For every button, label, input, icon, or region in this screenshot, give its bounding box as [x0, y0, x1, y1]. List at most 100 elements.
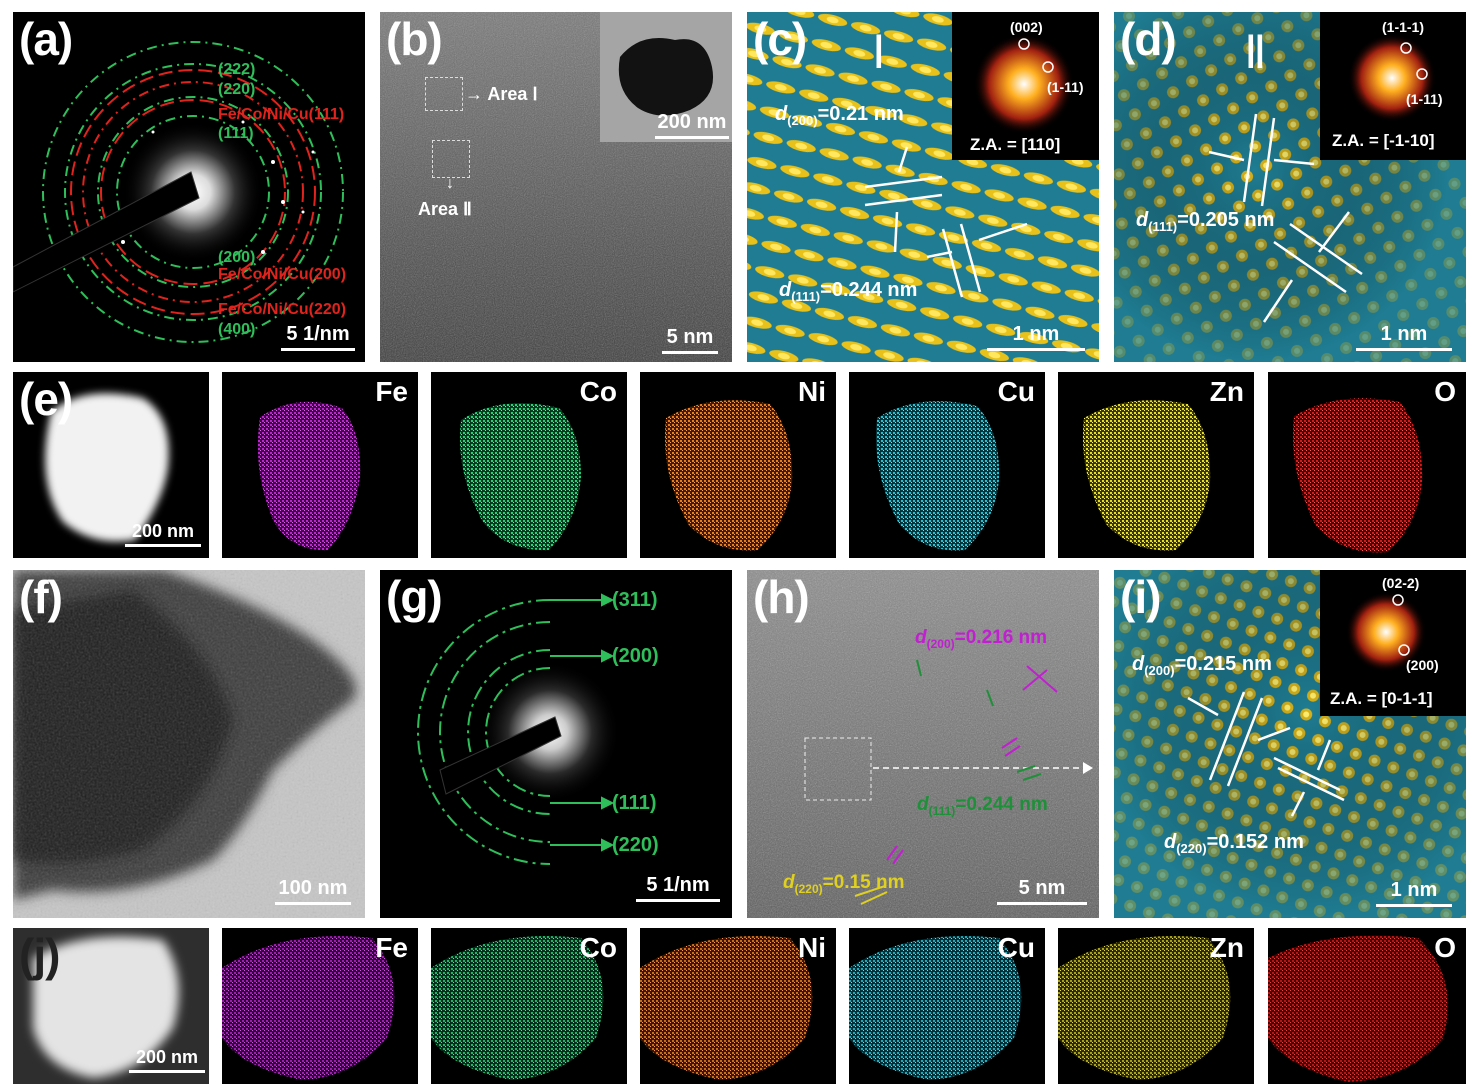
eds-co-e-image [459, 403, 581, 551]
ring-label-g-111: (111) [612, 792, 657, 814]
panel-label-b: (b) [386, 13, 443, 65]
roman-numeral-d: Ⅱ [1244, 27, 1267, 78]
element-label-e-fe: Fe [375, 376, 408, 407]
eds-o-j-image [1268, 935, 1448, 1082]
d111-h-val: =0.244 nm [955, 794, 1048, 815]
scale-bar-b-inset-label: 200 nm [657, 111, 727, 133]
scale-bar-j-label: 200 nm [135, 1047, 199, 1067]
scale-bar-d-label: 1 nm [1380, 323, 1428, 345]
d200-h-sub: (200) [926, 636, 955, 651]
scale-bar-g-line [636, 899, 720, 902]
panel-g-saed: (g) (311) (200) (111) (220) 5 1/nm [380, 570, 732, 918]
d200-c-d: d [775, 103, 788, 125]
ring-label-fe-200: Fe/Co/Ni/Cu(200) [218, 266, 347, 283]
scale-bar-d-line [1356, 348, 1452, 351]
scale-bar-g-label: 5 1/nm [646, 874, 710, 896]
scale-bar-j-line [129, 1070, 205, 1073]
fft-inset-c: (002) (1-11) Z.A. = [110] [952, 12, 1099, 160]
scale-bar-a-line [281, 348, 355, 351]
area-1-label: → Area Ⅰ [465, 84, 538, 104]
d220-label-h: d(220)=0.15 nm [783, 873, 904, 895]
eds-map-j-co: Co [431, 928, 627, 1084]
panel-b-hrtem: (b) → Area Ⅰ ↓ Area Ⅱ 200 nm 5 nm [380, 12, 732, 362]
scale-bar-e-label: 200 nm [131, 521, 195, 541]
eds-map-e-cu: Cu [849, 372, 1045, 558]
area-1-text: Area Ⅰ [487, 84, 538, 104]
zone-axis-d: Z.A. = [-1-10] [1332, 131, 1435, 150]
ring-label-222: (222) [218, 61, 256, 78]
scale-bar-d: 1 nm [1356, 324, 1452, 351]
fft-pattern-d [1348, 34, 1436, 122]
eds-zn-j-image [1058, 936, 1231, 1080]
fft-spot-c-2: (1-11) [1047, 79, 1084, 95]
ring-label-fe-111: Fe/Co/Ni/Cu(111) [218, 106, 345, 123]
panel-f-tem: (f) 100 nm [13, 570, 365, 918]
d200-label-i: d(200)=0.215 nm [1132, 654, 1272, 677]
eds-ni-e-image [664, 400, 793, 551]
d111-h-d: d [917, 794, 929, 815]
scale-bar-i-label: 1 nm [1390, 879, 1438, 901]
d220-i-d: d [1164, 831, 1177, 853]
element-label-e-ni: Ni [798, 376, 826, 407]
scale-bar-f-label: 100 nm [278, 877, 348, 899]
ring-label-g-220: (220) [612, 834, 659, 856]
fft-inset-d: (1-1-1) (1-11) Z.A. = [-1-10] [1320, 12, 1466, 160]
scale-bar-c: 1 nm [987, 324, 1085, 351]
fft-spot-i-2: (200) [1406, 657, 1439, 673]
d220-h-val: =0.15 nm [822, 872, 905, 893]
d111-h-sub: (111) [928, 803, 956, 818]
zone-axis-c: Z.A. = [110] [970, 135, 1061, 154]
eds-map-j-zn: Zn [1058, 928, 1254, 1084]
inset-particle-image [600, 12, 732, 142]
eds-map-e-zn: Zn [1058, 372, 1254, 558]
panel-i-ifft: (i) (02-2) (200) Z.A. = [0-1-1] d(200)=0… [1114, 570, 1466, 918]
d220-h-d: d [783, 872, 795, 893]
fft-pattern-i [1346, 592, 1426, 672]
lattice-image-i [1114, 570, 1466, 918]
inset-particle-b: 200 nm [600, 12, 732, 142]
eds-map-e-ni: Ni [640, 372, 836, 558]
scale-bar-h-line [997, 902, 1087, 905]
scale-bar-e-line [125, 544, 201, 547]
d111-c-d: d [779, 279, 792, 301]
fft-pattern-c [974, 34, 1074, 134]
panel-a-saed: (a) (222) (220) Fe/Co/Ni/Cu(111) (111) (… [13, 12, 365, 362]
panel-label-h: (h) [753, 571, 810, 623]
scale-bar-b: 5 nm [662, 327, 718, 354]
ring-label-111: (111) [218, 125, 254, 142]
panel-label-a: (a) [19, 13, 73, 65]
element-label-j-o: O [1434, 932, 1456, 963]
eds-o-e-image [1292, 398, 1423, 553]
roman-numeral-c: Ⅰ [872, 27, 886, 78]
d111-label-c: d(111)=0.244 nm [779, 280, 917, 303]
ring-label-fe-220: Fe/Co/Ni/Cu(220) [218, 301, 347, 318]
element-label-e-o: O [1434, 376, 1456, 407]
panel-label-g: (g) [386, 571, 443, 623]
scale-bar-f: 100 nm [275, 878, 351, 905]
eds-fe-e-image [257, 401, 361, 551]
eds-cu-e-image [875, 401, 1000, 551]
element-label-j-co: Co [579, 932, 617, 963]
tem-particle-f [13, 570, 365, 918]
fft-spot-d-1: (1-1-1) [1382, 19, 1425, 35]
eds-map-j-cu: Cu [849, 928, 1045, 1084]
eds-ni-j-image [640, 936, 813, 1080]
eds-map-e-o: O [1268, 372, 1466, 558]
scale-bar-c-line [987, 348, 1085, 351]
area-2-label: Area Ⅱ [418, 199, 472, 219]
scale-bar-g: 5 1/nm [636, 875, 720, 902]
panel-d-ifft: (d) Ⅱ (1-1-1) (1-11) Z.A. = [-1-10] d(11… [1114, 12, 1466, 362]
d200-h-d: d [915, 627, 927, 648]
d200-c-val: =0.21 nm [817, 103, 904, 125]
d111-d-d: d [1136, 209, 1149, 231]
ring-label-200: (200) [218, 249, 256, 266]
panel-e-haadf: (e) 200 nm [13, 372, 209, 558]
fft-spot-i-1: (02-2) [1382, 575, 1420, 591]
d200-label-h: d(200)=0.216 nm [915, 628, 1047, 650]
scale-bar-b-inset-line [655, 136, 729, 139]
eds-zn-e-image [1082, 400, 1211, 551]
fft-spot-d-2: (1-11) [1406, 91, 1443, 107]
ring-label-g-200: (200) [612, 645, 659, 667]
d220-label-i: d(220)=0.152 nm [1164, 832, 1304, 855]
d200-i-val: =0.215 nm [1174, 653, 1272, 675]
